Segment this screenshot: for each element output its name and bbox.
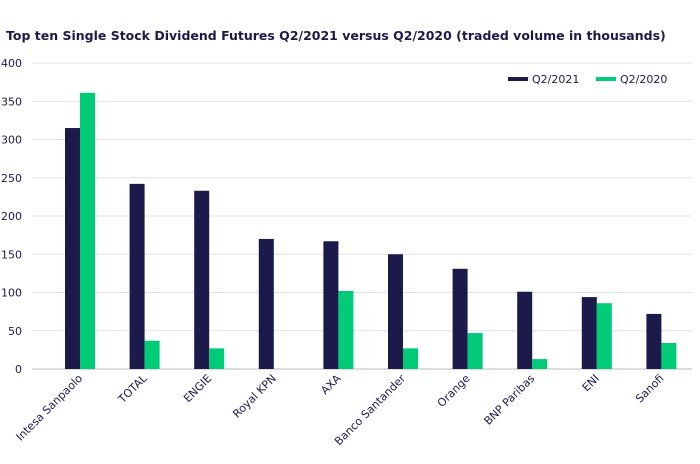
y-tick-label: 250: [1, 172, 22, 185]
bar-Q2-2020: [80, 92, 95, 370]
bar-Q2-2020: [403, 348, 418, 369]
bar-Q2-2021: [258, 238, 274, 369]
legend-label: Q2/2021: [532, 73, 579, 86]
x-tick-label: Orange: [435, 372, 473, 410]
legend-label: Q2/2020: [620, 73, 667, 86]
x-tick-label: ENGIE: [181, 372, 214, 405]
bar-Q2-2021: [581, 297, 597, 369]
bar-Q2-2021: [646, 313, 662, 369]
bar-Q2-2021: [323, 241, 339, 369]
x-tick-label: ENI: [580, 372, 602, 394]
y-tick-label: 50: [8, 325, 22, 338]
bar-Q2-2020: [532, 359, 548, 369]
legend-swatch: [508, 77, 528, 81]
bar-Q2-2020: [661, 342, 677, 369]
bar-Q2-2021: [517, 291, 533, 369]
bar-Q2-2020: [596, 303, 612, 369]
x-tick-label: Royal KPN: [230, 372, 279, 421]
y-tick-label: 400: [1, 57, 22, 70]
y-tick-label: 150: [1, 248, 22, 261]
y-tick-label: 300: [1, 134, 22, 147]
x-tick-label: Sanofi: [633, 372, 666, 405]
x-tick-label: TOTAL: [115, 371, 150, 406]
legend-swatch: [596, 77, 616, 81]
y-tick-label: 100: [1, 287, 22, 300]
chart-title: Top ten Single Stock Dividend Futures Q2…: [6, 28, 666, 43]
x-tick-label: BNP Paribas: [482, 372, 538, 428]
x-tick-label: AXA: [318, 372, 343, 397]
bar-Q2-2021: [65, 128, 80, 369]
bar-Q2-2021: [129, 183, 145, 369]
bar-Q2-2021: [194, 190, 210, 369]
bar-Q2-2020: [338, 290, 354, 369]
bar-Q2-2021: [388, 254, 403, 369]
y-tick-label: 200: [1, 210, 22, 223]
bar-Q2-2021: [452, 268, 468, 369]
y-tick-label: 350: [1, 95, 22, 108]
bar-Q2-2020: [467, 333, 483, 369]
x-tick-label: Intesa Sanpaolo: [14, 372, 86, 444]
x-tick-label: Banco Santander: [332, 372, 408, 448]
bar-Q2-2020: [144, 340, 160, 369]
y-tick-label: 0: [15, 363, 22, 376]
bar-Q2-2020: [209, 348, 225, 369]
